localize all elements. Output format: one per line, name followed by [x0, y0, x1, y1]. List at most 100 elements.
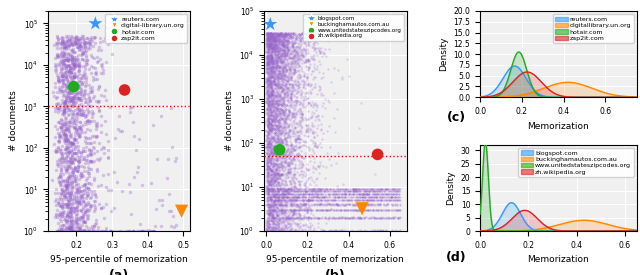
Point: [275, 202, 285, 207]
Point: [287, 192, 298, 196]
Point: [262, 66, 272, 70]
Point: [294, 159, 304, 164]
Point: [61, 156, 72, 161]
Point: [263, 71, 273, 75]
Point: [276, 73, 286, 77]
Point: [393, 229, 403, 233]
Point: [266, 67, 276, 72]
Point: [156, 224, 166, 228]
Point: [49, 93, 59, 98]
Point: [282, 140, 292, 144]
Point: [306, 189, 316, 194]
Point: [270, 178, 280, 183]
Point: [273, 198, 284, 203]
Point: [292, 189, 303, 193]
Point: [269, 102, 280, 107]
Point: [304, 187, 314, 191]
Point: [271, 163, 282, 168]
Point: [296, 32, 307, 37]
Point: [67, 83, 77, 88]
Point: [272, 68, 282, 73]
Point: [361, 198, 371, 202]
Point: [266, 116, 276, 120]
Point: [362, 191, 372, 196]
Point: [391, 189, 401, 193]
Point: [302, 117, 312, 121]
Point: [288, 177, 298, 182]
Point: [67, 95, 77, 99]
Point: [276, 71, 287, 75]
Point: [262, 62, 273, 66]
Point: [295, 203, 305, 208]
Point: [58, 59, 68, 63]
Point: [278, 43, 289, 48]
Point: [285, 34, 296, 39]
Point: [264, 229, 275, 233]
Point: [339, 216, 349, 220]
Point: [281, 81, 291, 85]
Point: [78, 104, 88, 108]
Point: [279, 216, 289, 220]
Point: [319, 198, 329, 202]
Point: [299, 215, 309, 220]
Point: [326, 229, 336, 233]
Point: [67, 141, 77, 145]
Point: [264, 78, 274, 82]
Point: [269, 44, 279, 48]
Point: [312, 189, 322, 194]
Point: [302, 230, 312, 234]
Point: [274, 37, 284, 41]
Point: [58, 81, 68, 85]
Point: [265, 178, 275, 183]
Point: [289, 49, 300, 53]
Point: [269, 201, 280, 205]
Point: [79, 135, 90, 139]
Point: [269, 187, 279, 191]
Point: [79, 96, 90, 101]
Point: [345, 216, 355, 220]
Point: [393, 215, 403, 219]
Point: [269, 173, 280, 178]
Point: [92, 121, 102, 125]
Point: [67, 180, 77, 185]
Point: [364, 202, 374, 207]
Point: [387, 195, 397, 199]
Point: [294, 215, 305, 219]
Point: [380, 215, 390, 220]
Point: [262, 31, 272, 35]
Point: [136, 229, 147, 233]
Point: [269, 60, 279, 65]
Point: [96, 47, 106, 52]
Point: [277, 116, 287, 121]
Point: [369, 198, 380, 202]
Point: [269, 70, 280, 75]
Point: [264, 184, 274, 188]
Point: [365, 228, 376, 233]
Point: [340, 194, 350, 199]
Point: [310, 193, 320, 198]
Point: [390, 189, 401, 194]
Point: [265, 166, 275, 170]
Point: [266, 31, 276, 35]
Point: [67, 183, 77, 187]
Point: [265, 81, 275, 85]
Point: [280, 33, 291, 37]
Point: [276, 158, 287, 162]
Point: [266, 86, 276, 90]
Point: [266, 167, 276, 172]
Point: [314, 187, 324, 191]
Point: [338, 198, 348, 203]
Point: [270, 177, 280, 182]
Point: [290, 198, 300, 202]
Point: [262, 93, 273, 97]
Point: [277, 41, 287, 45]
Point: [266, 79, 276, 83]
Point: [328, 198, 339, 202]
Point: [269, 131, 279, 135]
Point: [66, 132, 76, 136]
Point: [333, 216, 343, 220]
Point: [294, 37, 305, 41]
Point: [267, 60, 277, 65]
Point: [56, 125, 66, 130]
Point: [353, 215, 363, 219]
